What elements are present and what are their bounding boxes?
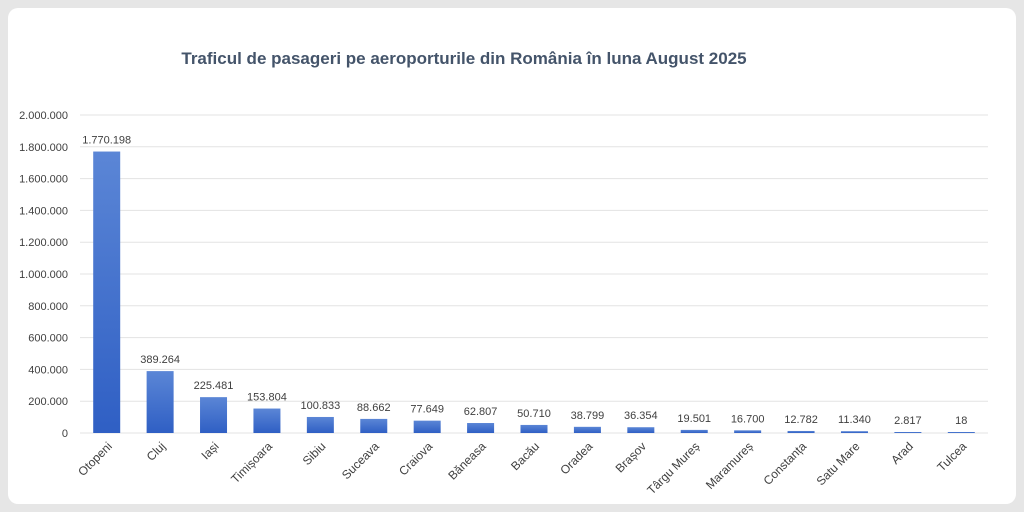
data-label: 88.662 [357, 402, 391, 414]
bar [467, 423, 495, 433]
chart-title: Traficul de pasageri pe aeroporturile di… [181, 49, 747, 68]
data-label: 77.649 [410, 404, 444, 416]
bar [360, 418, 388, 433]
x-category-label: Satu Mare [814, 439, 863, 488]
y-tick-label: 1.200.000 [19, 237, 68, 249]
chart-frame [8, 8, 1016, 504]
data-label: 36.354 [624, 410, 658, 422]
x-category-label: Otopeni [75, 439, 115, 479]
y-tick-label: 1.600.000 [19, 174, 68, 186]
y-axis-tick-labels: 0 200.000 400.000 600.000 800.000 1.000.000 1.… [19, 110, 68, 440]
data-label: 389.264 [140, 354, 180, 366]
data-labels: 1.770.198 389.264 225.481 153.804 100.833 88.… [82, 135, 967, 427]
y-tick-label: 200.000 [28, 396, 68, 408]
y-tick-label: 800.000 [28, 301, 68, 313]
data-label: 1.770.198 [82, 135, 131, 147]
y-tick-label: 400.000 [28, 364, 68, 376]
data-label: 16.700 [731, 413, 765, 425]
x-category-label: Maramureș [703, 439, 756, 492]
x-category-label: Suceava [339, 439, 382, 482]
bar [734, 430, 762, 433]
bars [93, 151, 975, 433]
bar [306, 416, 334, 433]
data-label: 100.833 [300, 400, 340, 412]
x-category-label: Băneasa [445, 439, 489, 483]
x-category-label: Oradea [557, 439, 595, 477]
y-tick-label: 1.000.000 [19, 269, 68, 281]
x-category-label: Timișoara [228, 439, 275, 486]
bar [253, 408, 281, 433]
bar [894, 432, 922, 433]
data-label: 38.799 [571, 410, 605, 422]
x-category-label: Bacău [508, 439, 542, 473]
x-category-label: Arad [888, 439, 916, 467]
bar [146, 371, 174, 433]
x-category-label: Iași [199, 439, 222, 462]
x-category-label: Cluj [144, 439, 169, 464]
data-label: 12.782 [784, 414, 818, 426]
x-axis-category-labels: Otopeni Cluj Iași Timișoara Sibiu Suceava Crai… [75, 439, 969, 497]
y-tick-label: 2.000.000 [19, 110, 68, 122]
data-label: 153.804 [247, 392, 287, 404]
data-label: 18 [955, 415, 967, 427]
data-label: 11.340 [838, 414, 871, 426]
x-category-label: Tulcea [934, 439, 969, 474]
y-tick-label: 0 [62, 428, 68, 440]
bar [680, 429, 708, 433]
bar [947, 432, 975, 433]
data-label: 19.501 [677, 413, 711, 425]
bar [573, 426, 601, 433]
x-category-label: Constanța [761, 439, 810, 488]
data-label: 225.481 [194, 380, 234, 392]
data-label: 50.710 [517, 408, 551, 420]
bar [627, 427, 655, 433]
x-category-label: Sibiu [300, 439, 329, 468]
bar [520, 424, 548, 433]
bar [787, 430, 815, 433]
bar [840, 431, 868, 433]
bar [93, 151, 121, 433]
x-category-label: Craiova [396, 439, 435, 478]
bar [413, 420, 441, 433]
x-category-label: Târgu Mureș [644, 439, 702, 497]
x-category-label: Brașov [613, 439, 649, 475]
y-tick-label: 1.400.000 [19, 205, 68, 217]
data-label: 62.807 [464, 406, 498, 418]
data-label: 2.817 [894, 415, 922, 427]
bar [200, 397, 228, 433]
y-tick-label: 1.800.000 [19, 142, 68, 154]
y-tick-label: 600.000 [28, 333, 68, 345]
